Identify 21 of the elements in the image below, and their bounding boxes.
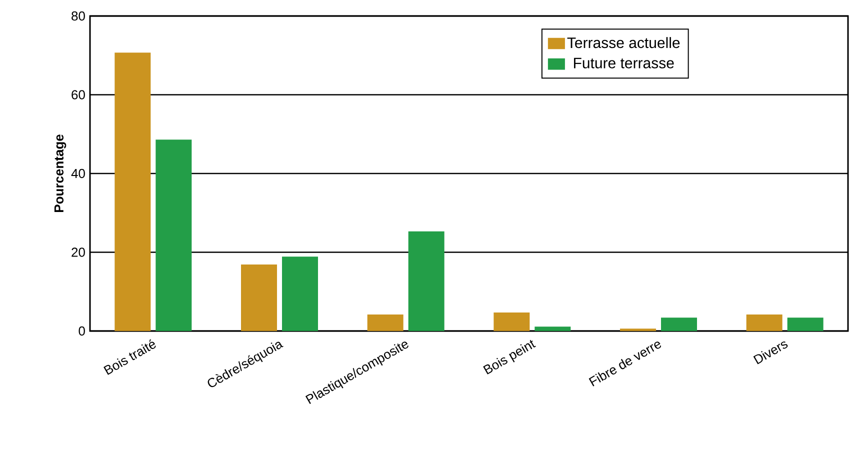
y-tick-label: 80 — [72, 11, 85, 21]
bar — [494, 312, 530, 331]
bar — [534, 326, 571, 331]
x-tick-label: Bois traité — [104, 339, 156, 375]
bar — [408, 231, 444, 331]
legend-label: Terrasse actuelle — [567, 37, 680, 48]
bar — [367, 314, 404, 331]
bar — [746, 314, 782, 331]
bar — [156, 140, 192, 331]
legend-label: Future terrasse — [574, 58, 674, 68]
y-tick-label: 40 — [71, 168, 85, 178]
bar — [282, 256, 318, 331]
bar — [114, 52, 151, 331]
bar — [787, 318, 824, 331]
x-tick-label: Fibre de verre — [588, 342, 662, 386]
bar — [661, 318, 698, 331]
y-tick-label: 20 — [72, 248, 85, 257]
y-axis-title: Pourcentage — [54, 134, 66, 212]
bar — [241, 264, 278, 331]
y-tick-label: 0 — [78, 326, 85, 336]
y-tick-label: 60 — [72, 90, 85, 100]
